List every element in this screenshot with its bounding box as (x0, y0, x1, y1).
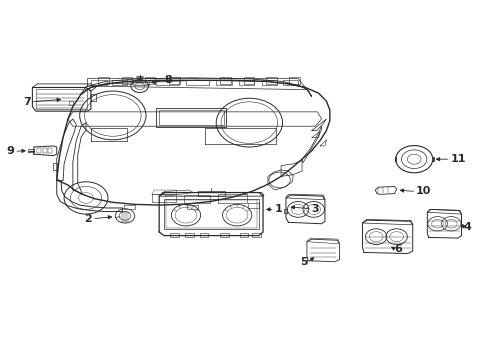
Text: 10: 10 (415, 186, 430, 197)
Text: 1: 1 (274, 204, 282, 215)
Bar (266, 77, 277, 84)
Bar (184, 233, 193, 237)
Bar (185, 80, 209, 85)
Bar (91, 80, 106, 85)
Bar (170, 233, 179, 237)
Bar (36, 89, 87, 109)
Bar (133, 80, 149, 85)
Bar (243, 77, 254, 84)
Bar (282, 80, 298, 85)
Text: 8: 8 (163, 75, 171, 85)
Bar (163, 199, 259, 229)
Text: 11: 11 (449, 154, 465, 164)
Bar (216, 80, 231, 85)
Bar (166, 200, 256, 228)
Bar (168, 77, 179, 84)
Text: 3: 3 (311, 204, 319, 214)
Bar (98, 77, 109, 84)
Text: 9: 9 (6, 146, 14, 156)
Bar (220, 77, 230, 84)
Bar (289, 77, 300, 84)
Bar (37, 148, 41, 153)
Bar (261, 80, 277, 85)
Bar (122, 77, 132, 84)
Bar (42, 148, 46, 153)
Bar (112, 80, 127, 85)
Text: 2: 2 (84, 214, 92, 224)
Text: 4: 4 (463, 222, 471, 231)
Text: 7: 7 (23, 97, 31, 107)
Bar (48, 148, 52, 153)
Bar (199, 233, 208, 237)
Bar (220, 233, 228, 237)
Bar (158, 111, 223, 126)
Bar (239, 233, 248, 237)
Bar (156, 108, 226, 127)
Text: 5: 5 (300, 257, 307, 267)
Bar (156, 80, 179, 85)
Bar (144, 77, 155, 84)
Bar (238, 80, 254, 85)
Bar (251, 233, 260, 237)
Text: 6: 6 (394, 244, 402, 254)
